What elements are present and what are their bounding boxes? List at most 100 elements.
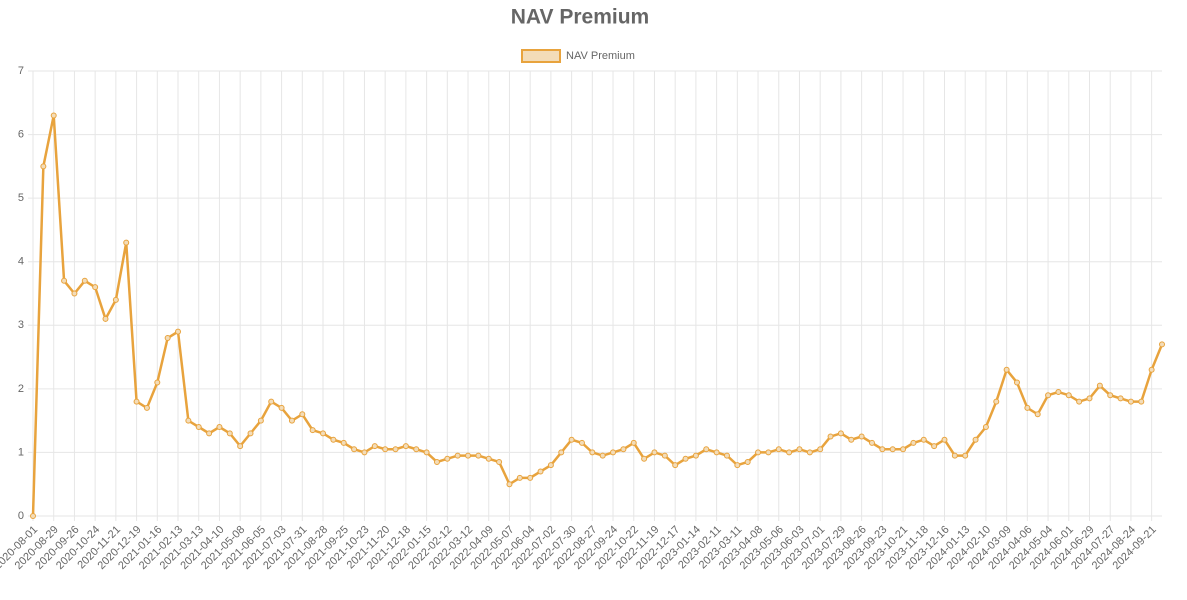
data-point [1024,404,1031,411]
data-point [1055,389,1062,396]
legend-swatch [521,49,561,63]
y-tick-label: 0 [18,510,24,522]
data-point [257,417,264,424]
data-point [154,379,161,386]
data-point [81,277,88,284]
data-point [485,455,492,462]
data-point [848,436,855,443]
data-point [206,430,213,437]
data-point [641,455,648,462]
data-point [1076,398,1083,405]
data-point [1086,395,1093,402]
data-point [951,452,958,459]
data-point [941,436,948,443]
data-point [672,462,679,469]
data-point [278,404,285,411]
data-point [578,439,585,446]
data-point [817,446,824,453]
data-point [309,427,316,434]
data-point [133,398,140,405]
data-point [1065,392,1072,399]
data-point [879,446,886,453]
data-point [1107,392,1114,399]
y-tick-label: 1 [18,446,24,458]
data-point [371,443,378,450]
data-point [40,163,47,170]
data-point [920,436,927,443]
data-point [786,449,793,456]
data-point [516,474,523,481]
data-point [889,446,896,453]
data-point [340,439,347,446]
data-point [92,284,99,291]
data-point [661,452,668,459]
data-point [112,296,119,303]
data-point [620,446,627,453]
data-point [496,458,503,465]
data-point [175,328,182,335]
data-point [226,430,233,437]
data-point [351,446,358,453]
data-point [1013,379,1020,386]
legend-label: NAV Premium [566,50,635,62]
data-point [993,398,1000,405]
data-point [837,430,844,437]
data-point [382,446,389,453]
series-line [31,115,1164,517]
data-point [61,277,68,284]
data-point [910,439,917,446]
data-point [30,513,36,519]
data-point [143,404,150,411]
data-point [651,449,658,456]
data-point [568,436,575,443]
data-point [1034,411,1041,418]
data-point [868,439,875,446]
y-tick-label: 7 [18,65,24,77]
data-point [630,439,637,446]
data-point [392,446,399,453]
data-point [1117,395,1124,402]
data-point [599,452,606,459]
data-point [402,443,409,450]
data-point [692,452,699,459]
data-point [50,112,57,119]
data-point [465,452,472,459]
data-point [423,449,430,456]
data-point [713,449,720,456]
y-tick-label: 5 [18,192,24,204]
data-point [1003,366,1010,373]
data-point [320,430,327,437]
data-point [454,452,461,459]
data-point [972,436,979,443]
data-point [1127,398,1134,405]
data-point [195,424,202,430]
data-point [444,455,451,462]
data-point [589,449,596,456]
data-point [682,455,689,462]
data-point [931,443,938,450]
data-point [506,481,513,488]
data-point [164,335,171,341]
data-point [216,424,223,430]
data-point [900,446,907,453]
data-point [185,417,192,424]
data-point [102,315,109,322]
data-point [288,417,295,424]
data-point [1148,366,1155,373]
data-point [610,449,617,456]
data-point [475,452,482,459]
data-point [962,452,969,459]
data-point [703,446,710,453]
chart-title: NAV Premium [511,6,649,29]
data-point [558,449,565,456]
y-tick-label: 3 [18,319,24,331]
data-point [755,449,762,456]
data-point [433,458,440,465]
data-point [723,452,730,459]
y-tick-label: 4 [18,256,24,268]
data-point [527,474,534,481]
data-point [330,436,337,443]
data-point [123,239,130,246]
data-point [237,443,244,450]
